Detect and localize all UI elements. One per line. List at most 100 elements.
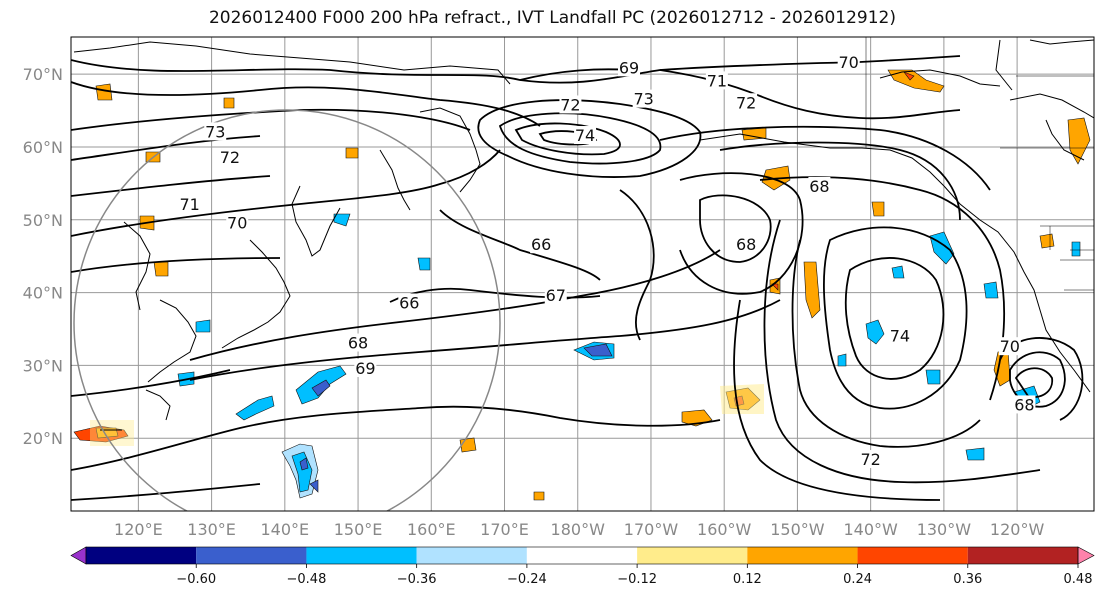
shade-patch <box>871 201 885 217</box>
contour-label-bg <box>808 176 831 195</box>
colorbar-tick-label: 0.48 <box>1064 572 1093 587</box>
colorbar-tick-label: −0.48 <box>287 572 327 587</box>
lon-tick-label: 150°W <box>770 520 825 539</box>
contour-label-bg <box>347 333 370 352</box>
shade-patch <box>837 353 847 367</box>
lat-tick-label: 40°N <box>23 284 63 303</box>
shade-patch <box>965 447 985 461</box>
colorbar-tick-label: 0.12 <box>733 572 762 587</box>
colorbar-segment <box>967 547 1078 564</box>
lon-tick-label: 160°W <box>697 520 752 539</box>
colorbar-segment <box>306 547 417 564</box>
contour-label-bg <box>632 89 655 108</box>
shade-patch <box>1039 233 1055 249</box>
colorbar-tick-label: −0.12 <box>617 572 657 587</box>
contour-label: 67 <box>546 286 566 305</box>
contour-label-bg <box>735 235 758 254</box>
contour-label: 73 <box>633 90 653 109</box>
contour-label: 74 <box>890 326 910 345</box>
map-border <box>70 36 1095 512</box>
colorbar: −0.60 −0.48 −0.36 −0.24 −0.12 0.12 0.24 0.36 0.4… <box>70 546 1095 587</box>
lon-tick-label: 130°E <box>187 520 236 539</box>
contour-label-bg <box>204 122 227 141</box>
shade-patch <box>235 395 275 421</box>
longitude-axis: 120°E 130°E 140°E 150°E 160°E 170°E 180°W 170°W… <box>114 520 1044 539</box>
shade-patch <box>887 69 945 93</box>
contour-label-bg <box>859 450 882 469</box>
shade-patch <box>803 261 821 319</box>
shade-patch <box>925 369 941 385</box>
shade-patch <box>90 420 134 446</box>
shade-patch <box>983 281 999 299</box>
colorbar-segment <box>196 547 307 564</box>
contour-label-bg <box>735 93 758 112</box>
contour-label: 68 <box>1014 395 1034 414</box>
shade-patch <box>1067 117 1091 165</box>
colorbar-segment <box>747 547 858 564</box>
colorbar-tick-label: 0.36 <box>953 572 982 587</box>
colorbar-segment <box>526 547 638 564</box>
shade-patch <box>903 71 915 81</box>
lat-tick-label: 50°N <box>23 211 63 230</box>
contour-label: 70 <box>839 53 859 72</box>
contour-label: 68 <box>736 235 756 254</box>
shade-patch <box>153 261 169 277</box>
colorbar-segment <box>416 547 527 564</box>
colorbar-segment <box>857 547 968 564</box>
shade-patch <box>95 83 113 101</box>
contour-labels: 69 70 71 72 73 72 74 73 72 71 70 66 67 66 68 68 68 69 74 72… <box>178 53 1036 469</box>
lat-tick-label: 60°N <box>23 138 63 157</box>
map-area <box>71 37 1094 511</box>
contour-label: 68 <box>809 177 829 196</box>
lat-tick-label: 30°N <box>23 356 63 375</box>
contour-label: 70 <box>227 213 247 232</box>
lon-tick-label: 160°E <box>407 520 456 539</box>
colorbar-tick-label: −0.24 <box>507 572 547 587</box>
contour-label: 74 <box>575 126 595 145</box>
shade-patch <box>311 379 331 397</box>
lon-tick-label: 180°W <box>551 520 606 539</box>
shade-patch <box>223 97 235 109</box>
contour-label-bg <box>530 235 553 254</box>
contour-label: 69 <box>619 58 639 77</box>
contour-label-bg <box>837 53 860 72</box>
contour-label-bg <box>559 95 582 114</box>
contour-label: 71 <box>707 71 727 90</box>
contour-label-bg <box>1013 395 1036 414</box>
shade-patch <box>345 147 359 159</box>
contour-label: 71 <box>179 195 199 214</box>
contour-label: 69 <box>355 359 375 378</box>
colorbar-tick-label: 0.24 <box>843 572 872 587</box>
contour-label-bg <box>998 337 1021 356</box>
contour-label: 72 <box>220 148 240 167</box>
coastlines <box>73 39 1094 431</box>
shade-patch <box>891 265 905 279</box>
contour-label-bg <box>544 286 567 305</box>
colorbar-segment <box>86 547 197 564</box>
shade-patch <box>583 343 613 357</box>
contour-label-bg <box>354 359 377 378</box>
colorbar-extend-high <box>1077 546 1095 565</box>
contour-label-bg <box>574 126 597 145</box>
contour-label-bg <box>705 71 728 90</box>
lon-tick-label: 170°W <box>624 520 679 539</box>
range-circle <box>73 109 501 511</box>
contour-label: 73 <box>205 122 225 141</box>
graticule <box>71 37 1094 511</box>
contour-label: 72 <box>560 95 580 114</box>
latitude-axis: 70°N 60°N 50°N 40°N 30°N 20°N <box>23 65 63 448</box>
shade-patch <box>720 384 764 414</box>
lon-tick-label: 140°W <box>843 520 898 539</box>
lon-tick-label: 150°E <box>334 520 383 539</box>
map-title: 2026012400 F000 200 hPa refract., IVT La… <box>208 8 896 28</box>
contour-label-bg <box>618 58 640 77</box>
contour-label: 68 <box>348 334 368 353</box>
contour-label-bg <box>178 195 201 214</box>
lon-tick-label: 140°E <box>260 520 309 539</box>
contour-label: 66 <box>399 293 419 312</box>
contour-label-bg <box>218 147 241 166</box>
colorbar-segment <box>637 547 748 564</box>
lon-tick-label: 120°E <box>114 520 163 539</box>
contour-label-bg <box>226 213 249 232</box>
contour-label-bg <box>398 293 421 312</box>
